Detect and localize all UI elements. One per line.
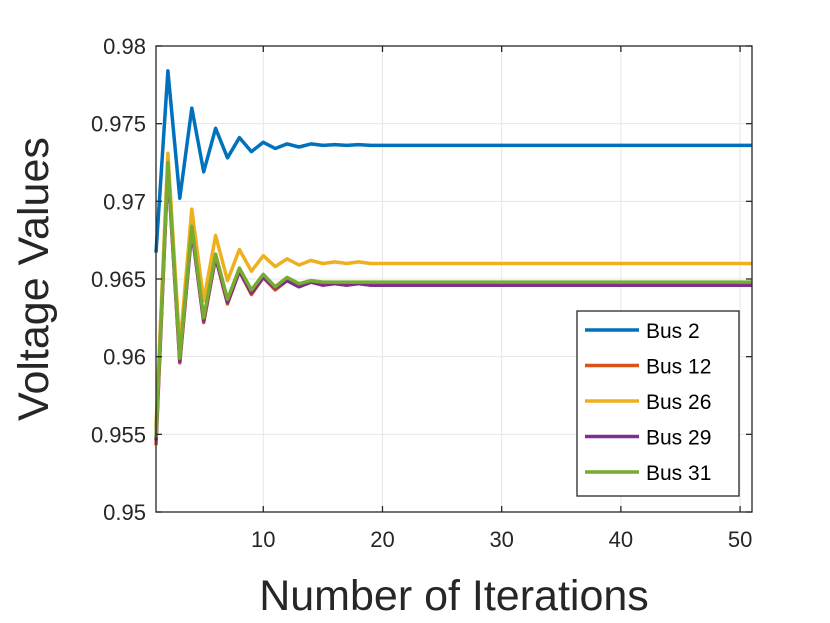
legend-box bbox=[576, 310, 740, 497]
y-tick-label: 0.965 bbox=[91, 267, 146, 292]
y-tick-label: 0.98 bbox=[103, 34, 146, 59]
series-line-bus-26 bbox=[154, 151, 752, 427]
y-tick-label: 0.97 bbox=[103, 189, 146, 214]
x-axis-title: Number of Iterations bbox=[259, 572, 649, 620]
series-line-bus-2 bbox=[154, 69, 752, 253]
y-axis-title: Voltage Values bbox=[10, 137, 58, 421]
x-tick-label: 10 bbox=[251, 527, 275, 552]
series-line-bus-31 bbox=[154, 160, 752, 438]
legend-label-bus-31: Bus 31 bbox=[646, 462, 711, 485]
y-tick-label: 0.96 bbox=[103, 345, 146, 370]
y-tick-label: 0.975 bbox=[91, 112, 146, 137]
legend-label-bus-29: Bus 29 bbox=[646, 427, 711, 450]
x-tick-label: 50 bbox=[728, 527, 752, 552]
x-tick-label: 40 bbox=[609, 527, 633, 552]
legend-label-bus-26: Bus 26 bbox=[646, 391, 711, 414]
legend-label-bus-2: Bus 2 bbox=[646, 320, 700, 343]
legend: Bus 2 Bus 12 Bus 26 Bus 29 Bus 31 bbox=[576, 310, 740, 497]
legend-label-bus-12: Bus 12 bbox=[646, 356, 711, 379]
x-tick-label: 20 bbox=[370, 527, 394, 552]
series-layer bbox=[154, 69, 752, 446]
x-tick-label: 30 bbox=[489, 527, 513, 552]
ticks: 10 20 30 40 50 0.95 0.955 0.96 0.965 0.97 0.975 0.9… bbox=[91, 34, 752, 552]
y-tick-label: 0.955 bbox=[91, 422, 146, 447]
y-tick-label: 0.95 bbox=[103, 500, 146, 525]
grid bbox=[156, 45, 752, 513]
